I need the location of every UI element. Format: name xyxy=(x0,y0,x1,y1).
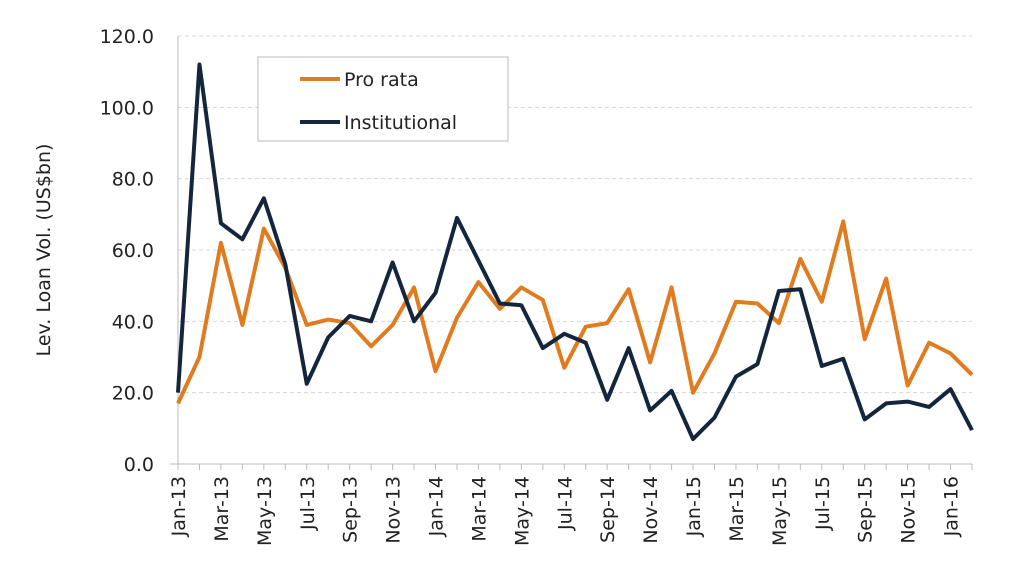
x-tick-label: Nov-14 xyxy=(640,476,662,544)
x-tick-label: Mar-13 xyxy=(211,476,233,542)
x-tick-label: Sep-14 xyxy=(597,476,619,543)
series-line xyxy=(176,62,974,442)
x-tick-label: Nov-13 xyxy=(383,476,405,544)
y-tick-label: 40.0 xyxy=(112,311,154,333)
y-tick-label: 60.0 xyxy=(112,240,154,262)
x-tick-label: Mar-15 xyxy=(726,476,748,542)
x-tick-label: Jul-13 xyxy=(297,476,319,531)
x-tick-label: Jul-14 xyxy=(554,476,576,531)
x-tick-label: Sep-13 xyxy=(340,476,362,543)
x-tick-label: May-15 xyxy=(769,476,791,546)
legend-label: Institutional xyxy=(344,112,457,134)
x-tick-label: May-14 xyxy=(511,476,533,546)
x-tick-label: Mar-14 xyxy=(468,476,490,542)
x-tick-label: Jan-14 xyxy=(426,476,448,537)
y-axis-label: Lev. Loan Vol. (US$bn) xyxy=(33,144,55,357)
series-line xyxy=(176,219,974,405)
x-tick-label: Jan-13 xyxy=(168,476,190,537)
x-tick-label: Jan-16 xyxy=(941,476,963,537)
x-tick-label: Jul-15 xyxy=(812,476,834,531)
x-tick-label: Nov-15 xyxy=(898,476,920,544)
y-tick-label: 20.0 xyxy=(112,383,154,405)
y-tick-label: 100.0 xyxy=(100,97,154,119)
y-tick-label: 80.0 xyxy=(112,169,154,191)
legend-label: Pro rata xyxy=(344,69,419,91)
x-tick-label: Sep-15 xyxy=(855,476,877,543)
y-tick-label: 0.0 xyxy=(124,454,154,476)
x-tick-label: May-13 xyxy=(254,476,276,546)
y-tick-label: 120.0 xyxy=(100,26,154,48)
legend-box xyxy=(257,56,509,142)
x-tick-label: Jan-15 xyxy=(683,476,705,537)
